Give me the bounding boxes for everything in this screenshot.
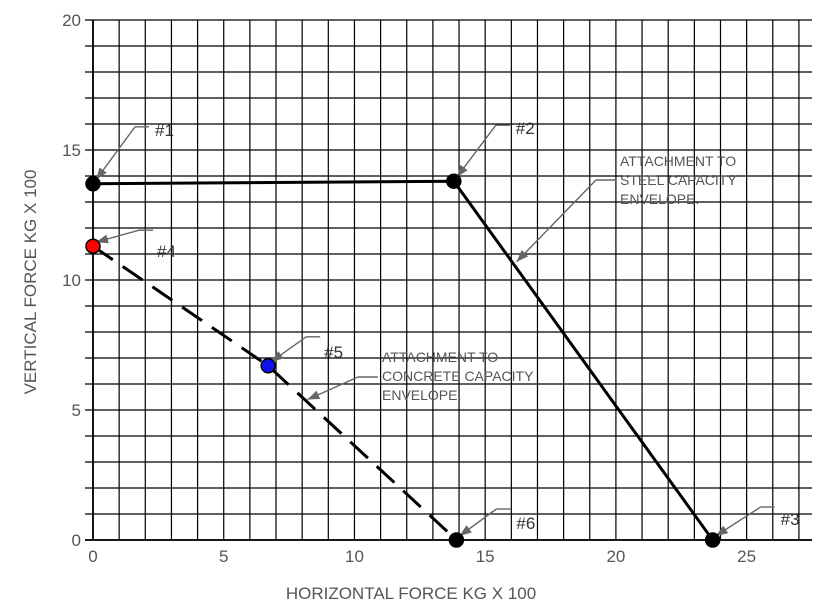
- point-label: #4: [157, 242, 176, 261]
- annotation-leader-arrow-head: [516, 250, 529, 262]
- x-tick-label: 20: [606, 547, 625, 566]
- x-tick-label: 10: [345, 547, 364, 566]
- annotation-text-line: ATTACHMENT TO: [382, 349, 498, 365]
- point-leader-arrow-head: [456, 164, 468, 178]
- x-tick-label: 5: [219, 547, 228, 566]
- point-label: #3: [781, 510, 800, 529]
- leader-arrows: [95, 124, 775, 537]
- y-tick-label: 10: [62, 271, 81, 290]
- data-points: [85, 173, 721, 548]
- x-tick-label: 15: [476, 547, 495, 566]
- point-leader-arrow-head: [271, 351, 284, 362]
- point-leader-arrow-head: [459, 525, 472, 536]
- point-label: #5: [324, 343, 343, 362]
- data-point-marker: [260, 358, 276, 374]
- point-leader-arrow-head: [96, 167, 107, 180]
- annotation-text-line: CONCRETE CAPACITY: [382, 368, 534, 384]
- data-point-marker: [704, 532, 721, 548]
- annotation-text-line: ATTACHMENT TO: [620, 153, 736, 169]
- grid: [85, 19, 812, 541]
- annotation-text-line: ENVELOPE.: [620, 191, 699, 207]
- x-tick-label: 25: [737, 547, 756, 566]
- y-axis-title: VERTICAL FORCE KG X 100: [21, 170, 40, 395]
- annotation-leader-arrow: [516, 179, 597, 263]
- annotation-leader-arrow-head: [307, 390, 321, 400]
- chart-text: 0 5 10 15 20 25 0 5 10 15 20 #1 #2 #3 #4 #5 #6 ATTACHMENT…: [62, 11, 799, 566]
- y-tick-label: 15: [62, 141, 81, 160]
- data-point-marker: [448, 532, 465, 548]
- x-tick-label: 0: [88, 547, 97, 566]
- y-tick-label: 5: [72, 401, 81, 420]
- data-point-marker: [446, 173, 462, 189]
- x-axis-title: HORIZONTAL FORCE KG X 100: [286, 584, 536, 603]
- annotation-text-line: ENVELOPE.: [382, 387, 461, 403]
- point-leader-arrow-head: [96, 234, 109, 244]
- point-label: #6: [516, 514, 535, 533]
- annotation-text-line: STEEL CAPACITY: [620, 172, 737, 188]
- y-tick-label: 0: [72, 531, 81, 550]
- point-label: #2: [516, 119, 535, 138]
- data-point-marker: [85, 176, 101, 192]
- concrete-envelope-line: [92, 244, 458, 542]
- point-leader-arrow-head: [715, 525, 729, 536]
- data-point-marker: [85, 238, 101, 254]
- point-label: #1: [155, 121, 174, 140]
- y-tick-label: 20: [62, 11, 81, 30]
